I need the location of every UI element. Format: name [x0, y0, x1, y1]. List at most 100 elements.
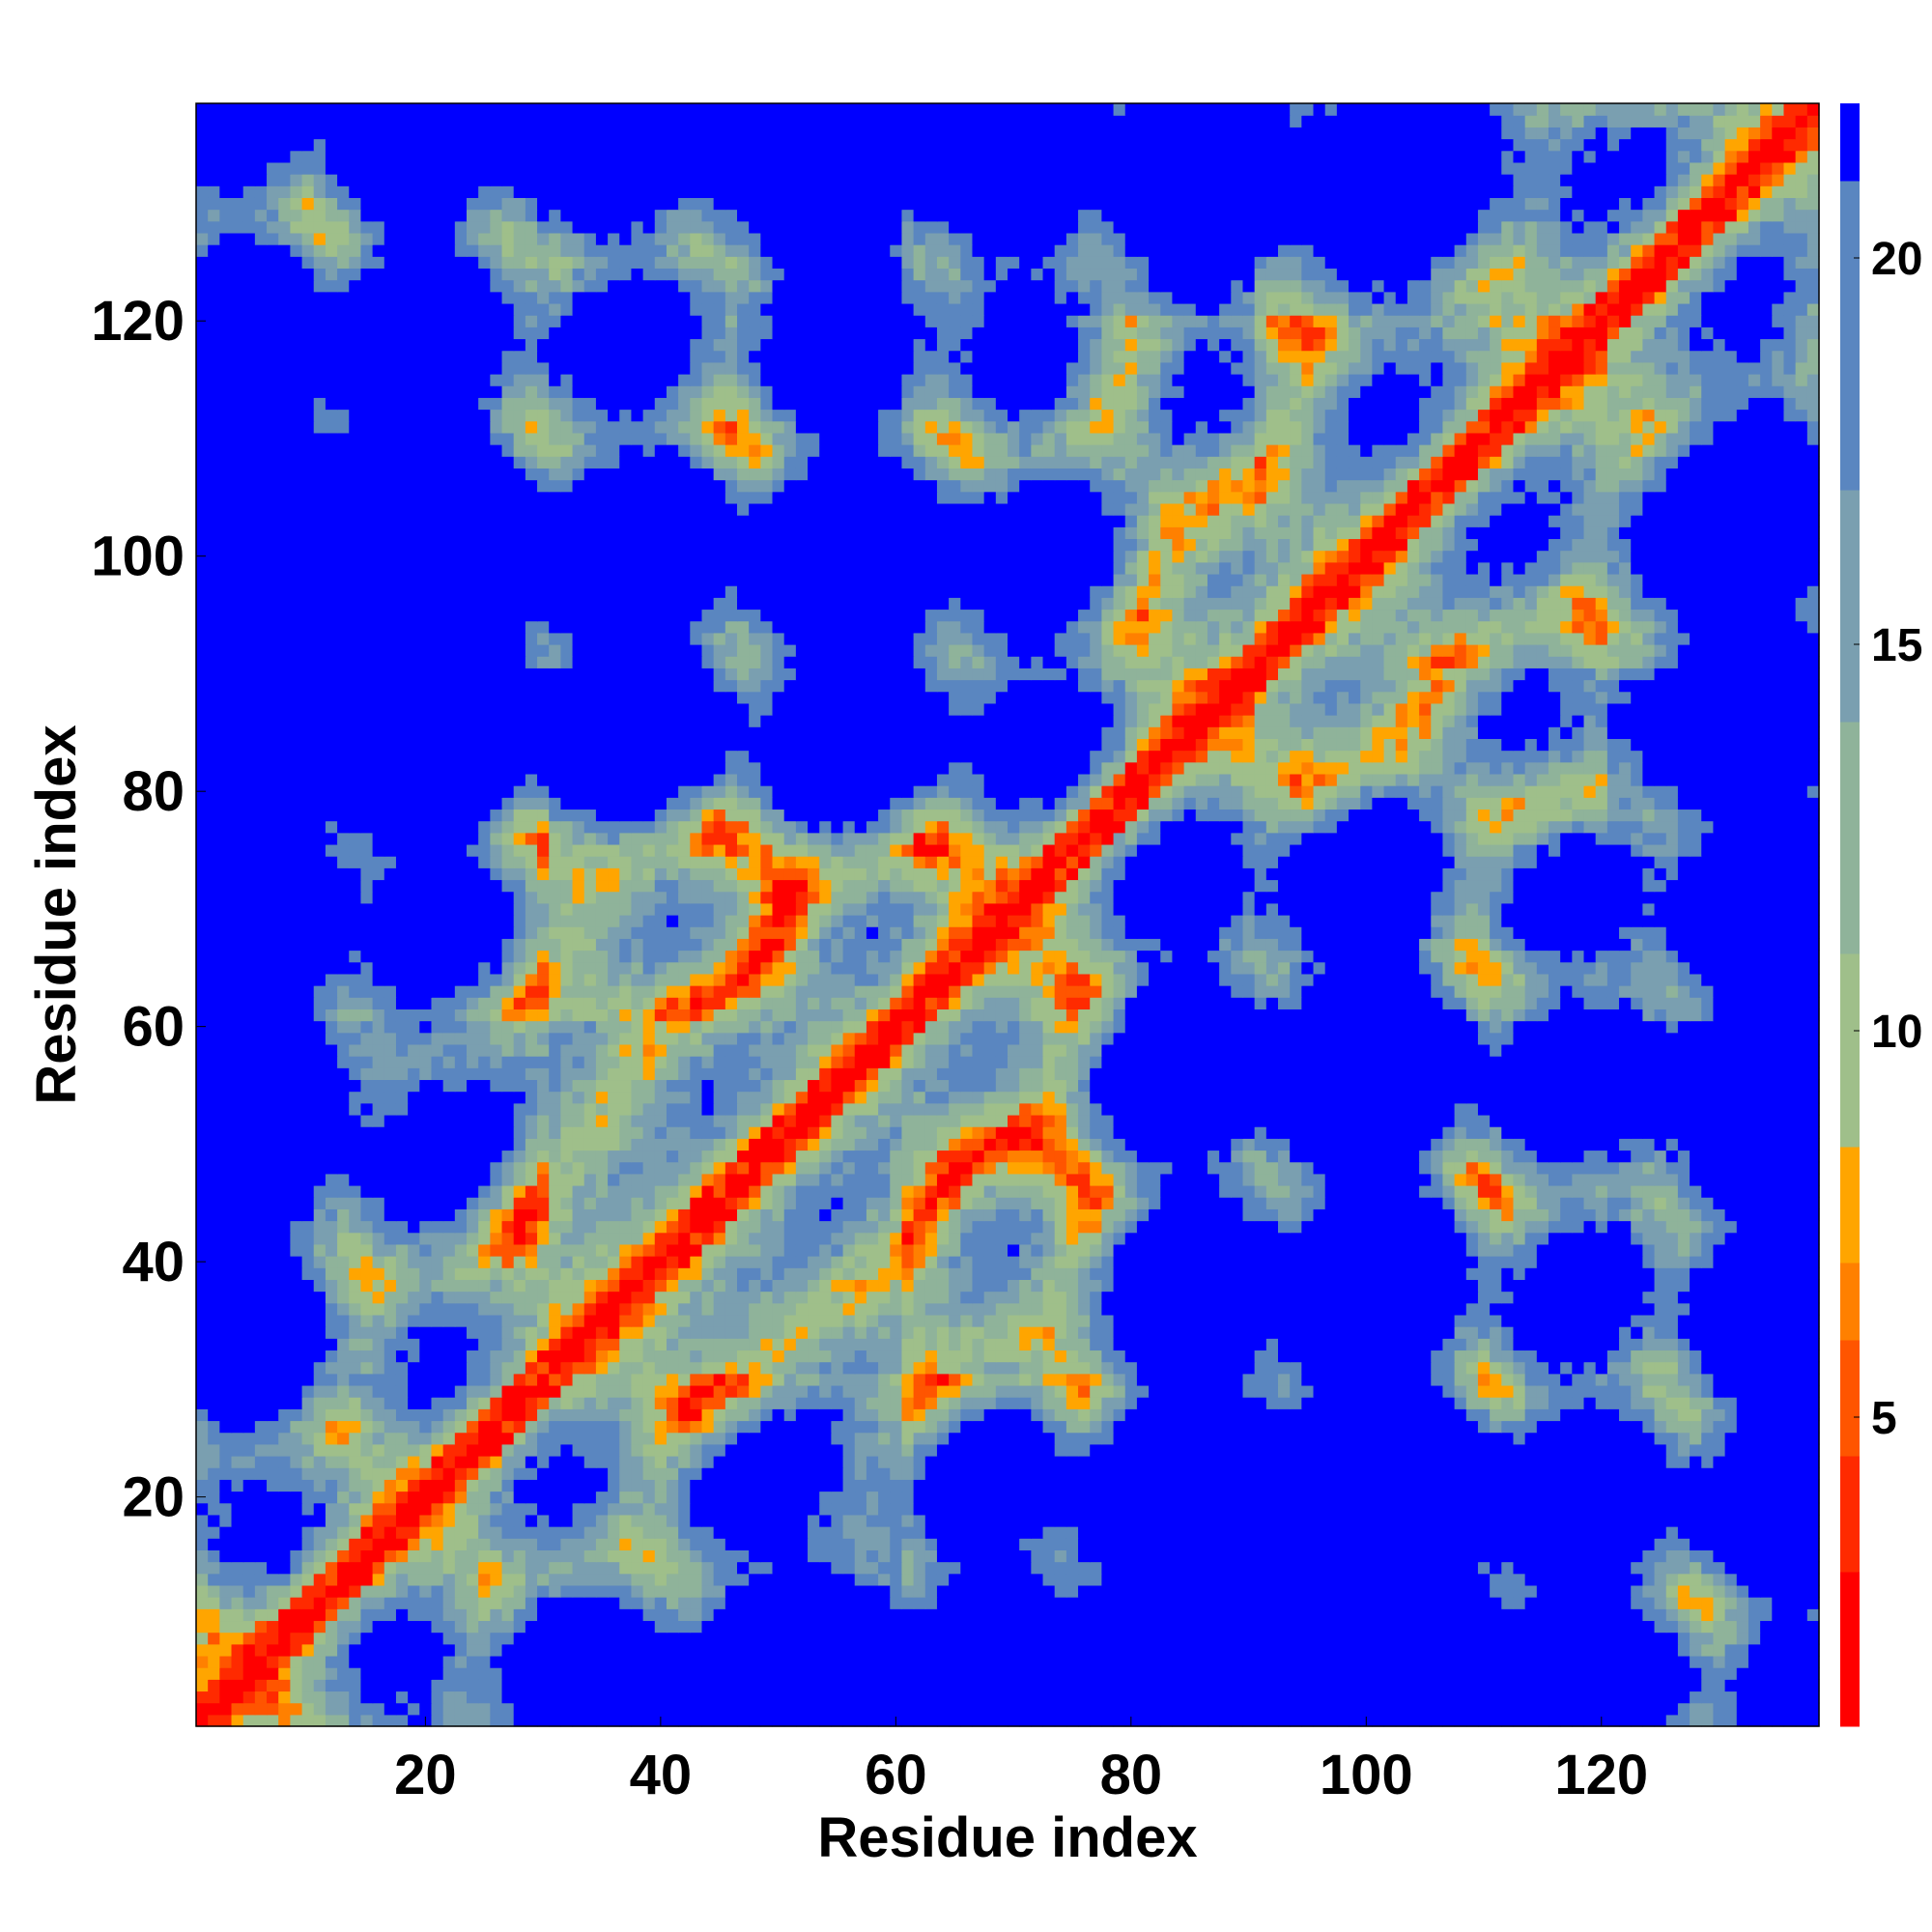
heatmap-cell	[690, 1491, 703, 1504]
heatmap-cell	[854, 1690, 867, 1704]
heatmap-cell	[549, 1608, 561, 1622]
heatmap-cell	[724, 1597, 738, 1609]
heatmap-cell	[513, 1361, 526, 1375]
heatmap-cell	[1806, 1302, 1820, 1316]
heatmap-cell	[301, 1538, 315, 1550]
heatmap-cell	[1747, 1620, 1761, 1634]
heatmap-cell	[878, 1456, 891, 1468]
heatmap-cell	[231, 1655, 244, 1668]
heatmap-cell	[749, 1443, 761, 1457]
heatmap-cell	[1042, 1467, 1056, 1480]
heatmap-cell	[1454, 1561, 1467, 1575]
heatmap-cell	[1595, 1491, 1608, 1504]
heatmap-cell	[349, 1420, 362, 1434]
heatmap-cell	[1149, 1479, 1161, 1492]
heatmap-cell	[525, 1467, 538, 1480]
heatmap-cell	[772, 1620, 785, 1634]
heatmap-cell	[936, 1514, 950, 1527]
heatmap-cell	[1560, 1350, 1573, 1363]
heatmap-cell	[924, 1667, 938, 1680]
heatmap-cell	[349, 1491, 362, 1504]
heatmap-cell	[1760, 1667, 1773, 1680]
heatmap-cell	[1149, 1326, 1161, 1339]
heatmap-cell	[208, 1491, 220, 1504]
heatmap-cell	[1360, 1655, 1373, 1668]
heatmap-cell	[1042, 1361, 1056, 1375]
heatmap-cell	[1195, 1714, 1208, 1727]
heatmap-cell	[1419, 1397, 1432, 1409]
heatmap-cell	[290, 1655, 303, 1668]
heatmap-cell	[1572, 1702, 1585, 1716]
heatmap-cell	[1090, 1326, 1102, 1339]
heatmap-cell	[1713, 1620, 1726, 1634]
heatmap-cell	[1078, 1714, 1091, 1727]
heatmap-cell	[254, 1538, 268, 1550]
heatmap-cell	[1583, 1467, 1597, 1480]
heatmap-cell	[1606, 1584, 1620, 1598]
heatmap-cell	[313, 1338, 327, 1351]
heatmap-cell	[1254, 1526, 1267, 1539]
heatmap-cell	[537, 1643, 550, 1657]
heatmap-cell	[1619, 1408, 1632, 1422]
heatmap-cell	[372, 1373, 385, 1386]
heatmap-cell	[1278, 1420, 1291, 1434]
heatmap-cell	[1324, 1549, 1338, 1563]
heatmap-cell	[1548, 1326, 1561, 1339]
heatmap-cell	[619, 1655, 633, 1668]
heatmap-cell	[936, 1302, 950, 1316]
heatmap-cell	[467, 1714, 479, 1727]
heatmap-cell	[1065, 1467, 1079, 1480]
heatmap-cell	[1513, 1597, 1526, 1609]
heatmap-cell	[608, 1584, 620, 1598]
heatmap-cell	[1360, 1608, 1373, 1622]
heatmap-cell	[1008, 1456, 1020, 1468]
heatmap-cell	[1336, 1456, 1350, 1468]
heatmap-cell	[1195, 1549, 1208, 1563]
heatmap-cell	[749, 1538, 761, 1550]
heatmap-cell	[972, 1456, 985, 1468]
heatmap-cell	[254, 1620, 268, 1634]
heatmap-cell	[808, 1608, 820, 1622]
heatmap-cell	[254, 1408, 268, 1422]
heatmap-cell	[972, 1408, 985, 1422]
heatmap-cell	[337, 1667, 350, 1680]
heatmap-cell	[1278, 1384, 1291, 1398]
heatmap-cell	[878, 1690, 891, 1704]
heatmap-cell	[384, 1302, 397, 1316]
heatmap-cell	[560, 1561, 574, 1575]
heatmap-cell	[842, 1584, 856, 1598]
heatmap-cell	[819, 1608, 832, 1622]
heatmap-cell	[1254, 1538, 1267, 1550]
heatmap-cell	[924, 1655, 938, 1668]
heatmap-cell	[1501, 1643, 1515, 1657]
heatmap-cell	[513, 1690, 526, 1704]
heatmap-cell	[1619, 1443, 1632, 1457]
heatmap-cell	[1372, 1702, 1385, 1716]
heatmap-cell	[490, 1350, 503, 1363]
heatmap-cell	[1207, 1584, 1220, 1598]
heatmap-cell	[478, 1514, 491, 1527]
heatmap-cell	[1560, 1597, 1573, 1609]
heatmap-cell	[1454, 1643, 1467, 1657]
heatmap-cell	[690, 1479, 703, 1492]
heatmap-cell	[231, 1561, 244, 1575]
heatmap-cell	[395, 1526, 409, 1539]
heatmap-cell	[208, 1608, 220, 1622]
heatmap-cell	[808, 1620, 820, 1634]
heatmap-cell	[1406, 1620, 1420, 1634]
heatmap-cell	[1019, 1573, 1032, 1586]
heatmap-cell	[419, 1291, 433, 1304]
heatmap-cell	[1360, 1526, 1373, 1539]
heatmap-cell	[1606, 1620, 1620, 1634]
heatmap-cell	[642, 1643, 656, 1657]
heatmap-cell	[866, 1561, 879, 1575]
heatmap-cell	[208, 1643, 220, 1657]
heatmap-cell	[1195, 1538, 1208, 1550]
heatmap-cell	[384, 1314, 397, 1327]
heatmap-cell	[1172, 1408, 1185, 1422]
heatmap-cell	[1501, 1361, 1515, 1375]
heatmap-cell	[419, 1338, 433, 1351]
heatmap-cell	[1690, 1538, 1702, 1550]
heatmap-cell	[772, 1502, 785, 1516]
heatmap-cell	[1195, 1690, 1208, 1704]
